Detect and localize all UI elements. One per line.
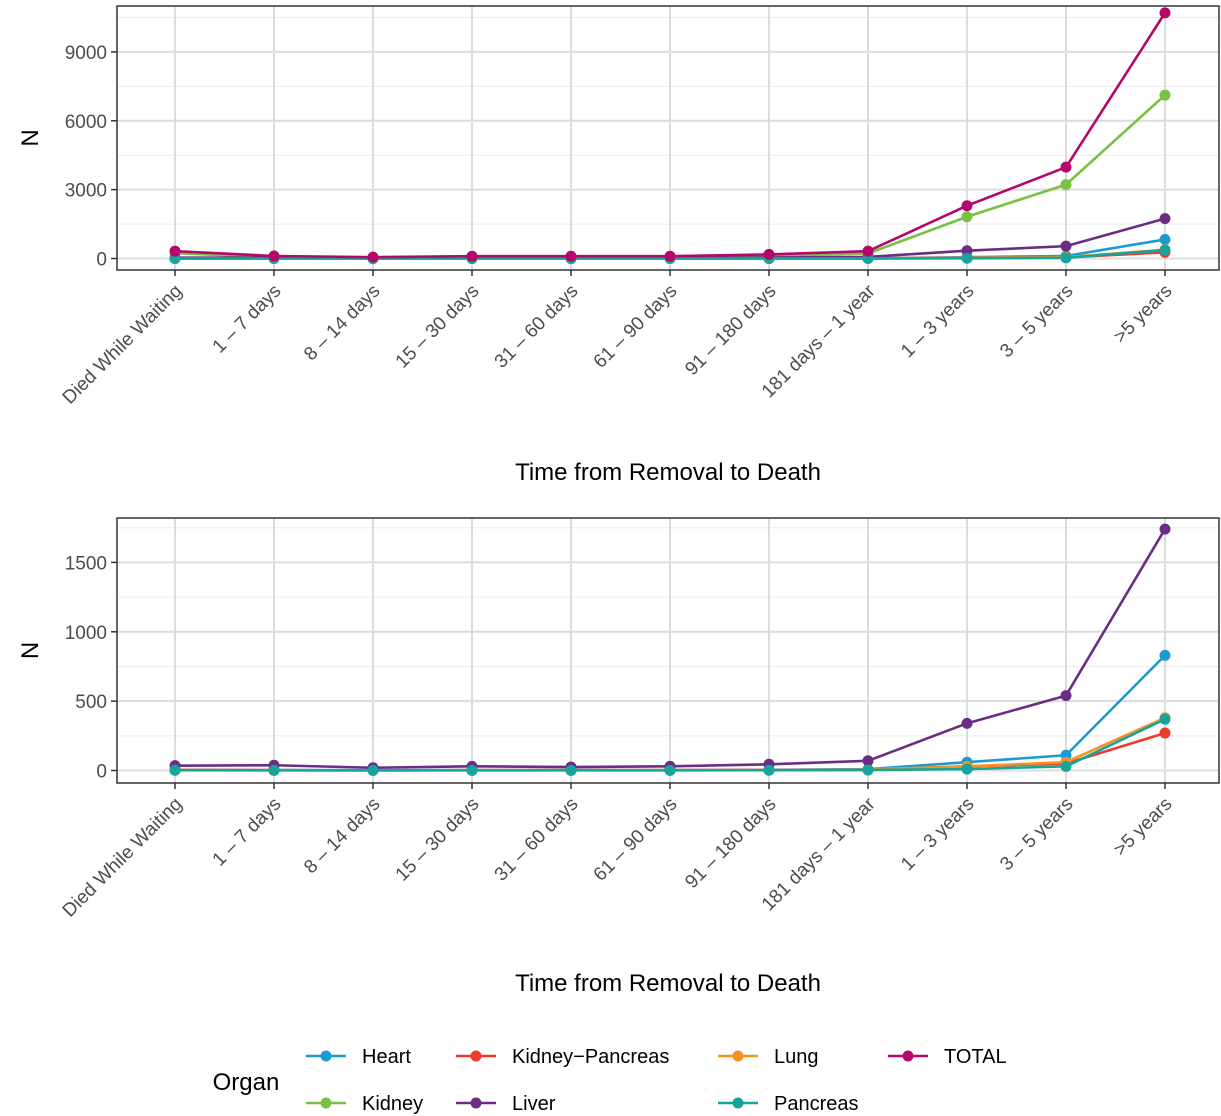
data-point-liver: [1159, 523, 1171, 535]
data-point-total: [961, 200, 973, 212]
legend-title: Organ: [213, 1069, 280, 1096]
data-point-pancreas: [1159, 244, 1171, 256]
legend-item-pancreas: Pancreas: [718, 1093, 859, 1115]
x-axis-title: Time from Removal to Death: [515, 459, 821, 486]
x-tick-label: >5 years: [1110, 281, 1177, 348]
data-point-pancreas: [565, 764, 577, 776]
data-point-kidney-pancreas: [1159, 727, 1171, 739]
legend-label: Kidney−Pancreas: [512, 1046, 669, 1068]
data-point-kidney: [1159, 89, 1171, 101]
legend-label: Kidney: [362, 1093, 423, 1115]
y-tick-label: 0: [96, 250, 107, 271]
legend-key-point: [902, 1050, 914, 1062]
data-point-total: [169, 245, 181, 257]
legend-label: Pancreas: [774, 1093, 859, 1115]
x-tick-label: 8 – 14 days: [300, 794, 384, 878]
data-point-kidney: [1060, 179, 1072, 191]
data-point-liver: [1060, 240, 1072, 252]
data-point-liver: [961, 245, 973, 257]
data-point-pancreas: [664, 764, 676, 776]
legend-label: TOTAL: [944, 1046, 1007, 1068]
legend-item-heart: Heart: [306, 1046, 411, 1068]
x-tick-label: 1 – 7 days: [209, 794, 286, 871]
x-tick-label: 3 – 5 years: [996, 281, 1077, 362]
x-tick-label: 15 – 30 days: [392, 281, 484, 373]
legend-item-liver: Liver: [456, 1093, 556, 1115]
data-point-pancreas: [763, 764, 775, 776]
top-line-chart: 0 3000 6000 9000 N Died While Waiting 1 – 7 da…: [17, 5, 1220, 486]
data-point-pancreas: [961, 763, 973, 775]
y-tick-label: 500: [75, 692, 107, 713]
y-tick-label: 1000: [65, 623, 107, 644]
data-point-kidney: [961, 211, 973, 223]
y-axis-title: N: [17, 129, 44, 146]
legend-item-lung: Lung: [718, 1046, 819, 1068]
panel-border: [116, 517, 1220, 784]
data-point-pancreas: [1060, 252, 1072, 264]
data-point-pancreas: [268, 764, 280, 776]
x-tick-label: 31 – 60 days: [491, 281, 583, 373]
legend-key-point: [470, 1097, 482, 1109]
x-axis-title: Time from Removal to Death: [515, 970, 821, 997]
data-point-total: [466, 250, 478, 262]
data-point-total: [763, 248, 775, 260]
data-point-liver: [862, 755, 874, 767]
bottom-line-chart: 0 500 1000 1500 N Died While Waiting 1 – 7 day…: [17, 517, 1220, 997]
data-point-total: [565, 250, 577, 262]
y-tick-label: 3000: [65, 181, 107, 202]
data-point-liver: [1159, 213, 1171, 225]
data-point-pancreas: [1159, 713, 1171, 725]
data-point-total: [664, 250, 676, 262]
legend-key-point: [470, 1050, 482, 1062]
data-point-total: [367, 251, 379, 263]
y-axis-title: N: [17, 642, 44, 659]
x-tick-label: 91 – 180 days: [681, 281, 780, 380]
legend-item-total: TOTAL: [888, 1046, 1007, 1068]
x-tick-label: 31 – 60 days: [491, 794, 583, 886]
data-point-heart: [1159, 233, 1171, 245]
x-tick-label: 3 – 5 years: [996, 794, 1077, 875]
panel-border: [116, 5, 1220, 271]
x-tick-label: 91 – 180 days: [681, 794, 780, 893]
x-tick-label: 61 – 90 days: [590, 281, 682, 373]
data-point-total: [862, 245, 874, 257]
data-point-total: [268, 250, 280, 262]
x-tick-label: 1 – 3 years: [897, 794, 978, 875]
legend-key-point: [732, 1097, 744, 1109]
x-tick-label: Died While Waiting: [59, 281, 187, 409]
data-point-liver: [1060, 690, 1072, 702]
data-point-liver: [961, 717, 973, 729]
x-tick-label: Died While Waiting: [59, 794, 187, 922]
legend-key-point: [732, 1050, 744, 1062]
x-tick-label: 1 – 7 days: [209, 281, 286, 358]
y-tick-label: 1500: [65, 553, 107, 574]
legend-label: Liver: [512, 1093, 556, 1115]
legend-label: Lung: [774, 1046, 819, 1068]
data-point-pancreas: [466, 764, 478, 776]
legend-label: Heart: [362, 1046, 411, 1068]
legend-key-point: [320, 1097, 332, 1109]
x-tick-label: 8 – 14 days: [300, 281, 384, 365]
legend-item-kidney: Kidney: [306, 1093, 423, 1115]
y-tick-label: 0: [96, 762, 107, 783]
data-point-heart: [1159, 649, 1171, 661]
y-tick-label: 6000: [65, 112, 107, 133]
y-tick-label: 9000: [65, 43, 107, 64]
data-point-pancreas: [961, 252, 973, 264]
legend-key-point: [320, 1050, 332, 1062]
legend: Organ Heart Kidney−Pancreas Lung TOTAL Kidne…: [213, 1046, 1007, 1115]
data-point-pancreas: [862, 764, 874, 776]
x-tick-label: >5 years: [1110, 794, 1177, 861]
x-tick-label: 61 – 90 days: [590, 794, 682, 886]
legend-item-kidney-pancreas: Kidney−Pancreas: [456, 1046, 669, 1068]
x-tick-label: 15 – 30 days: [392, 794, 484, 886]
data-point-pancreas: [1060, 760, 1072, 772]
data-point-total: [1060, 161, 1072, 173]
data-point-pancreas: [169, 764, 181, 776]
data-point-total: [1159, 7, 1171, 19]
x-tick-label: 1 – 3 years: [897, 281, 978, 362]
data-point-pancreas: [367, 764, 379, 776]
